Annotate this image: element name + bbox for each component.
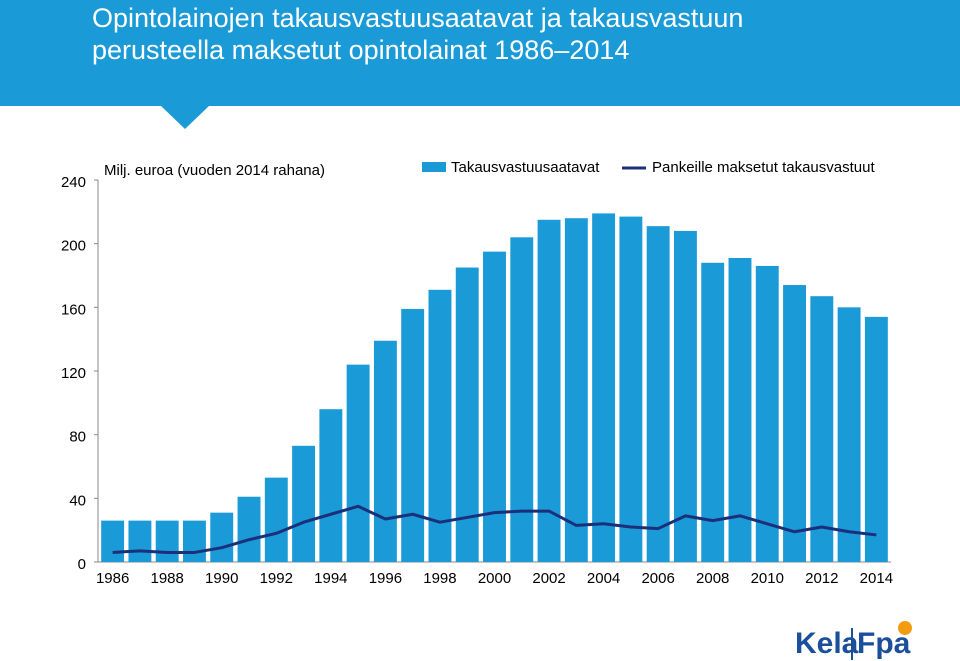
y-axis-label: Milj. euroa (vuoden 2014 rahana) (104, 162, 325, 179)
header-band (0, 0, 960, 106)
bar (783, 285, 806, 562)
logo-left: Kela (795, 627, 859, 660)
bar (373, 340, 397, 562)
bar (673, 230, 697, 562)
bar (564, 218, 588, 562)
bar (401, 308, 425, 562)
y-tick-label: 200 (61, 238, 86, 255)
bar (483, 251, 506, 562)
bar (537, 219, 561, 562)
legend-label: Pankeille maksetut takausvastuut (652, 159, 875, 176)
bar (619, 216, 643, 562)
chart-title: Opintolainojen takausvastuusaatavat ja t… (92, 3, 744, 65)
bar (810, 296, 834, 562)
legend-swatch (422, 162, 446, 172)
legend-label: Takausvastuusaatavat (451, 159, 600, 176)
x-tick-label: 1992 (260, 570, 293, 587)
bar (728, 257, 752, 562)
x-tick-label: 2006 (641, 570, 674, 587)
bar (183, 520, 206, 562)
bar (292, 445, 316, 562)
bar (264, 477, 288, 562)
x-tick-label: 2014 (860, 570, 893, 587)
bar (128, 520, 152, 562)
header-notch (160, 105, 210, 129)
x-tick-label: 1998 (423, 570, 456, 587)
y-tick-label: 80 (69, 429, 86, 446)
bar (346, 364, 370, 562)
x-tick-label: 1996 (369, 570, 402, 587)
bar (155, 520, 179, 562)
y-tick-label: 120 (61, 365, 86, 382)
x-tick-label: 2010 (751, 570, 784, 587)
bar (755, 265, 779, 562)
bar (428, 289, 452, 562)
x-tick-label: 2000 (478, 570, 511, 587)
bar (592, 213, 616, 563)
y-tick-label: 40 (69, 492, 86, 509)
x-tick-label: 2002 (532, 570, 565, 587)
x-tick-label: 1988 (151, 570, 184, 587)
bar (101, 520, 125, 562)
x-tick-label: 1994 (314, 570, 347, 587)
x-tick-label: 1990 (205, 570, 238, 587)
y-tick-label: 240 (61, 174, 86, 191)
bar (319, 409, 343, 562)
bar (510, 237, 534, 563)
bar (237, 496, 261, 562)
bar (455, 267, 479, 562)
x-tick-label: 2012 (805, 570, 838, 587)
x-tick-label: 2008 (696, 570, 729, 587)
x-tick-label: 2004 (587, 570, 620, 587)
bar (210, 512, 234, 562)
bar (837, 307, 861, 562)
x-tick-label: 1986 (96, 570, 129, 587)
line (112, 504, 877, 554)
bar (864, 316, 888, 562)
logo-icon (898, 621, 912, 635)
bar (646, 226, 670, 563)
y-tick-label: 0 (78, 556, 86, 573)
y-tick-label: 160 (61, 301, 86, 318)
bar (701, 262, 725, 562)
